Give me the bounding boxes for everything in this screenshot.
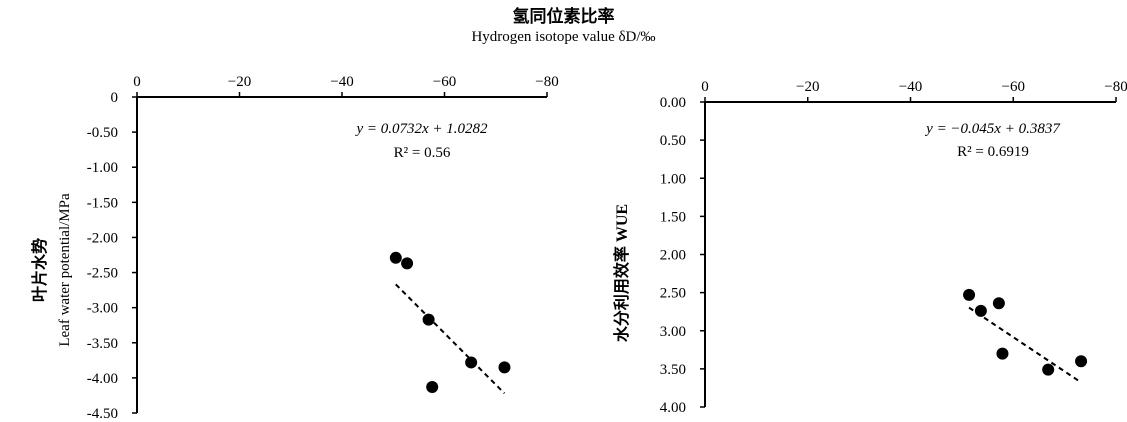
chart-2-y-tick-label: 0.00 bbox=[660, 95, 686, 111]
chart-1-x-tick-label: 0 bbox=[133, 74, 141, 90]
chart-1-data-point bbox=[465, 356, 478, 369]
chart-2-data-point bbox=[1042, 363, 1055, 376]
chart-2-y-tick-label: 0.50 bbox=[660, 133, 686, 149]
chart-1-x-tick-label: −60 bbox=[433, 74, 456, 90]
chart-2-y-tick-label: 3.50 bbox=[660, 362, 686, 378]
chart-1-x-tick-label: −40 bbox=[330, 74, 353, 90]
chart-1-y-tick-label: -3.50 bbox=[87, 336, 118, 352]
chart-2-data-point bbox=[1075, 355, 1088, 368]
chart-1-y-tick-label: -1.50 bbox=[87, 195, 118, 211]
chart-2-data-point bbox=[996, 347, 1009, 360]
chart-1-trendline bbox=[395, 283, 506, 395]
chart-2-x-tick-label: −80 bbox=[1104, 79, 1127, 95]
chart-2-y-tick-label: 1.50 bbox=[660, 209, 686, 225]
chart-2-data-point bbox=[974, 304, 987, 317]
chart-1-y-tick-label: -2.00 bbox=[87, 230, 118, 246]
chart-2-x-tick-label: −60 bbox=[1002, 79, 1025, 95]
chart-1-y-tick-label: -1.00 bbox=[87, 160, 118, 176]
chart-2-x-tick-label: −40 bbox=[899, 79, 922, 95]
chart-2-y-tick-label: 1.00 bbox=[660, 171, 686, 187]
chart-1-data-point bbox=[426, 381, 439, 394]
chart-title: 氢同位素比率 bbox=[512, 7, 615, 26]
chart-2-r2-label: R² = 0.6919 bbox=[957, 144, 1029, 160]
chart-2-data-point bbox=[963, 288, 976, 301]
chart-2-y-tick-label: 4.00 bbox=[660, 400, 686, 416]
chart-2-y-axis-label-zh: 水分利用效率 WUE bbox=[612, 204, 631, 342]
chart-2-x-tick-label: −20 bbox=[796, 79, 819, 95]
chart-1-y-axis-label-zh: 叶片水势 bbox=[30, 238, 49, 302]
chart-2-trendline bbox=[968, 306, 1082, 384]
chart-1-y-tick-label: -4.50 bbox=[87, 406, 118, 422]
chart-subtitle: Hydrogen isotope value δD/‰ bbox=[471, 29, 656, 45]
chart-1-r2-label: R² = 0.56 bbox=[394, 145, 451, 161]
chart-2-y-tick-label: 2.50 bbox=[660, 286, 686, 302]
chart-1-data-point bbox=[498, 361, 511, 374]
chart-2-y-tick-label: 3.00 bbox=[660, 324, 686, 340]
chart-1-equation-label: y = 0.0732x + 1.0282 bbox=[354, 121, 488, 137]
chart-1-data-point bbox=[401, 257, 414, 270]
chart-1-y-tick-label: -0.50 bbox=[87, 125, 118, 141]
chart-1-data-point bbox=[422, 313, 435, 326]
chart-1-y-axis-label-en: Leaf water potential/MPa bbox=[57, 193, 73, 347]
chart-1-y-tick-label: -4.00 bbox=[87, 371, 118, 387]
chart-title-block: 氢同位素比率 Hydrogen isotope value δD/‰ bbox=[0, 6, 1127, 46]
chart-1-y-tick-label: -3.00 bbox=[87, 301, 118, 317]
chart-1-y-tick-label: 0 bbox=[111, 90, 119, 106]
chart-1-x-tick-label: −20 bbox=[228, 74, 251, 90]
chart-2-data-point bbox=[992, 297, 1005, 310]
chart-1-x-tick-label: −80 bbox=[535, 74, 558, 90]
chart-2-x-tick-label: 0 bbox=[701, 79, 709, 95]
chart-2-y-tick-label: 2.00 bbox=[660, 248, 686, 264]
chart-2-equation-label: y = −0.045x + 0.3837 bbox=[924, 121, 1061, 137]
chart-1-y-tick-label: -2.50 bbox=[87, 266, 118, 282]
chart-1-data-point bbox=[389, 251, 402, 264]
